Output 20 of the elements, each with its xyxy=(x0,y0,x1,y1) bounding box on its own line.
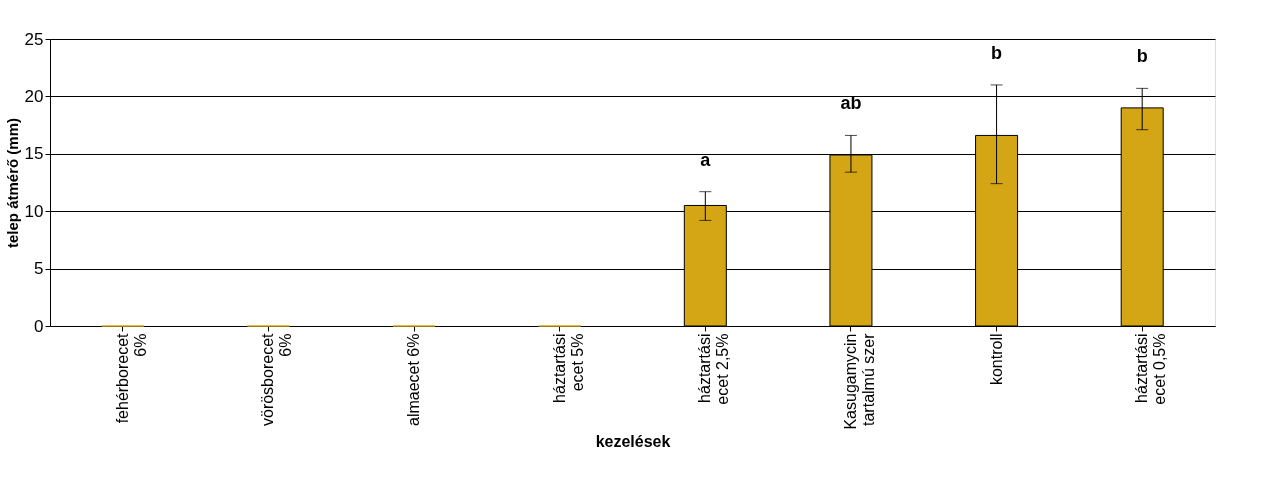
y-tick-label: 20 xyxy=(24,86,44,106)
x-tick-label: kontroll xyxy=(987,333,1005,386)
y-tick-label: 25 xyxy=(24,29,44,49)
x-tick-label: Kasugamycin tartalmú szer xyxy=(841,332,877,430)
annotation: b xyxy=(991,42,1003,63)
x-tick-label: háztartási ecet 5% xyxy=(550,333,586,403)
annotation: b xyxy=(1136,46,1148,67)
x-tick-label: vörösborecet 6% xyxy=(259,332,295,426)
x-tick-label: háztartási ecet 2,5% xyxy=(696,333,732,405)
y-tick-label: 0 xyxy=(34,316,44,336)
x-tick-label: fehérborecet 6% xyxy=(113,332,149,424)
y-tick-label: 5 xyxy=(34,259,44,279)
y-tick-label: 15 xyxy=(24,144,44,164)
annotation: ab xyxy=(840,93,862,114)
y-tick-label: 10 xyxy=(24,201,44,221)
y-axis-title: telep átmérő (mm) xyxy=(3,117,21,249)
x-tick-label: háztartási ecet 0,5% xyxy=(1133,333,1169,405)
annotation: a xyxy=(700,149,712,170)
x-tick-label: almaecet 6% xyxy=(405,333,423,426)
x-axis-title: kezelések xyxy=(595,432,671,450)
